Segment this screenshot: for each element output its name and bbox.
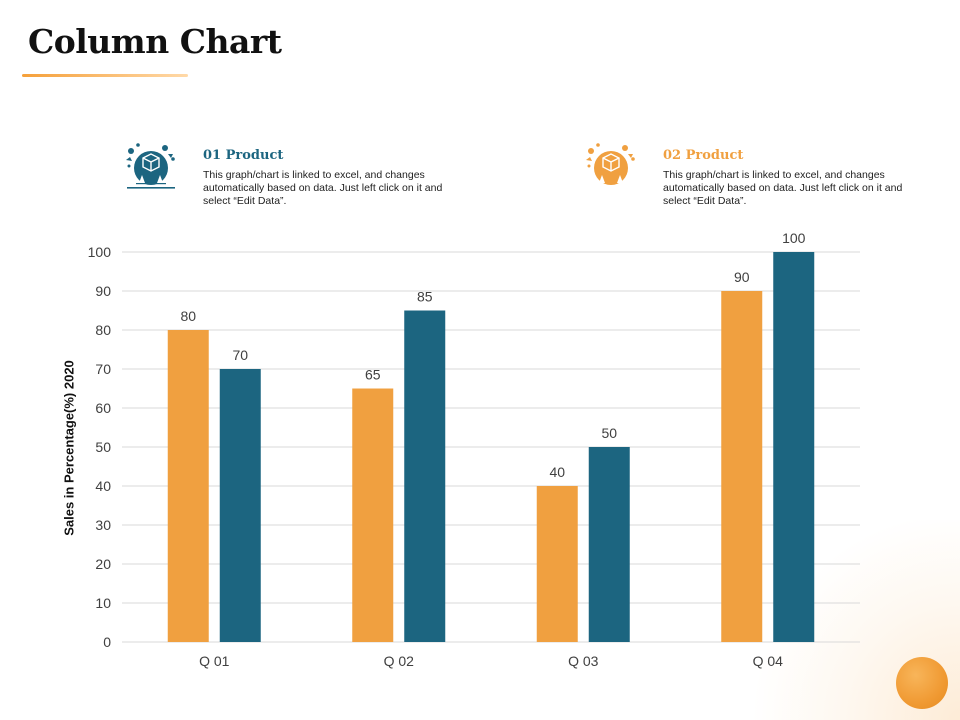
x-tick-label: Q 02	[384, 653, 415, 669]
data-label: 100	[782, 230, 806, 246]
legend-item-product-2: 02 Product This graph/chart is linked to…	[663, 140, 913, 208]
bar-series-2-4	[773, 252, 815, 642]
y-tick-label: 70	[95, 361, 111, 377]
y-tick-label: 10	[95, 595, 111, 611]
x-tick-label: Q 03	[568, 653, 599, 669]
title-underline	[22, 74, 188, 77]
product-box-icon	[126, 143, 175, 189]
y-tick-label: 0	[103, 634, 111, 650]
product-box-icon	[586, 143, 635, 185]
decorative-orb	[896, 657, 948, 709]
x-tick-label: Q 04	[753, 653, 784, 669]
y-tick-label: 100	[88, 244, 112, 260]
data-label: 50	[601, 425, 617, 441]
y-axis-label: Sales in Percentage(%) 2020	[61, 360, 77, 536]
legend-item-product-1: 01 Product This graph/chart is linked to…	[203, 140, 453, 208]
y-tick-label: 40	[95, 478, 111, 494]
y-tick-label: 50	[95, 439, 111, 455]
bar-series-2-3	[588, 447, 630, 642]
bar-series-1-4	[721, 291, 763, 642]
y-tick-label: 80	[95, 322, 111, 338]
data-label: 40	[549, 464, 565, 480]
bar-series-2-2	[404, 310, 446, 642]
page-title: Column Chart	[28, 22, 282, 61]
y-tick-label: 60	[95, 400, 111, 416]
legend-description-product-1: This graph/chart is linked to excel, and…	[203, 169, 443, 207]
legend-heading-product-2: 02 Product	[663, 148, 744, 163]
data-label: 85	[417, 289, 433, 305]
y-tick-label: 90	[95, 283, 111, 299]
data-label: 80	[180, 308, 196, 324]
legend-heading-product-1: 01 Product	[203, 148, 284, 163]
bar-series-2-1	[219, 369, 261, 642]
data-label: 90	[734, 269, 750, 285]
y-tick-label: 30	[95, 517, 111, 533]
y-tick-label: 20	[95, 556, 111, 572]
bar-series-1-1	[167, 330, 209, 642]
data-label: 70	[232, 347, 248, 363]
bar-series-1-2	[352, 388, 394, 642]
bar-series-1-3	[536, 486, 578, 642]
data-label: 65	[365, 367, 381, 383]
x-tick-label: Q 01	[199, 653, 230, 669]
legend-description-product-2: This graph/chart is linked to excel, and…	[663, 169, 903, 207]
